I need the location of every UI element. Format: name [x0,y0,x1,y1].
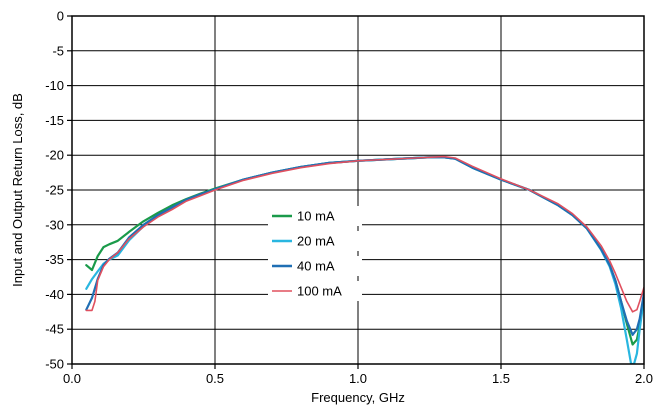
y-tick-label: -20 [45,148,64,163]
series-lines [85,155,644,364]
legend-entry-background [268,206,362,226]
series-line-100-ma [85,155,644,313]
series-line-40-ma [85,156,644,336]
y-tick-label: -30 [45,217,64,232]
x-tick-label: 2.0 [635,371,653,386]
y-tick-label: -40 [45,287,64,302]
y-tick-label: -50 [45,357,64,372]
y-tick-label: -5 [52,43,64,58]
x-tick-label: 0.0 [63,371,81,386]
legend: 10 mA 20 mA 40 mA 100 mA [268,206,362,301]
legend-label-20-ma: 20 mA [297,234,335,249]
x-tick-label: 1.0 [349,371,367,386]
series-line-10-ma [85,156,644,346]
y-tick-label: -25 [45,183,64,198]
series-line-20-ma [85,156,644,364]
legend-entry-background [268,256,362,276]
legend-label-10-ma: 10 mA [297,209,335,224]
y-tick-label: 0 [57,9,64,24]
y-tick-label: -10 [45,78,64,93]
grid-lines [72,16,644,364]
y-axis-title: Input and Output Return Loss, dB [10,93,25,287]
legend-entry-background [268,281,362,301]
legend-label-40-ma: 40 mA [297,259,335,274]
tick-labels: 0 -5 -10 -15 -20 -25 -30 -35 -40 -45 -500.0 0.5 1.0 1… [45,9,653,387]
y-tick-label: -15 [45,113,64,128]
x-axis-title: Frequency, GHz [311,390,405,405]
x-tick-label: 0.5 [206,371,224,386]
y-tick-label: -35 [45,252,64,267]
x-tick-label: 1.5 [492,371,510,386]
legend-label-100-ma: 100 mA [297,284,342,299]
axis-ticks [67,15,645,369]
legend-entry-background [268,231,362,251]
y-tick-label: -45 [45,322,64,337]
